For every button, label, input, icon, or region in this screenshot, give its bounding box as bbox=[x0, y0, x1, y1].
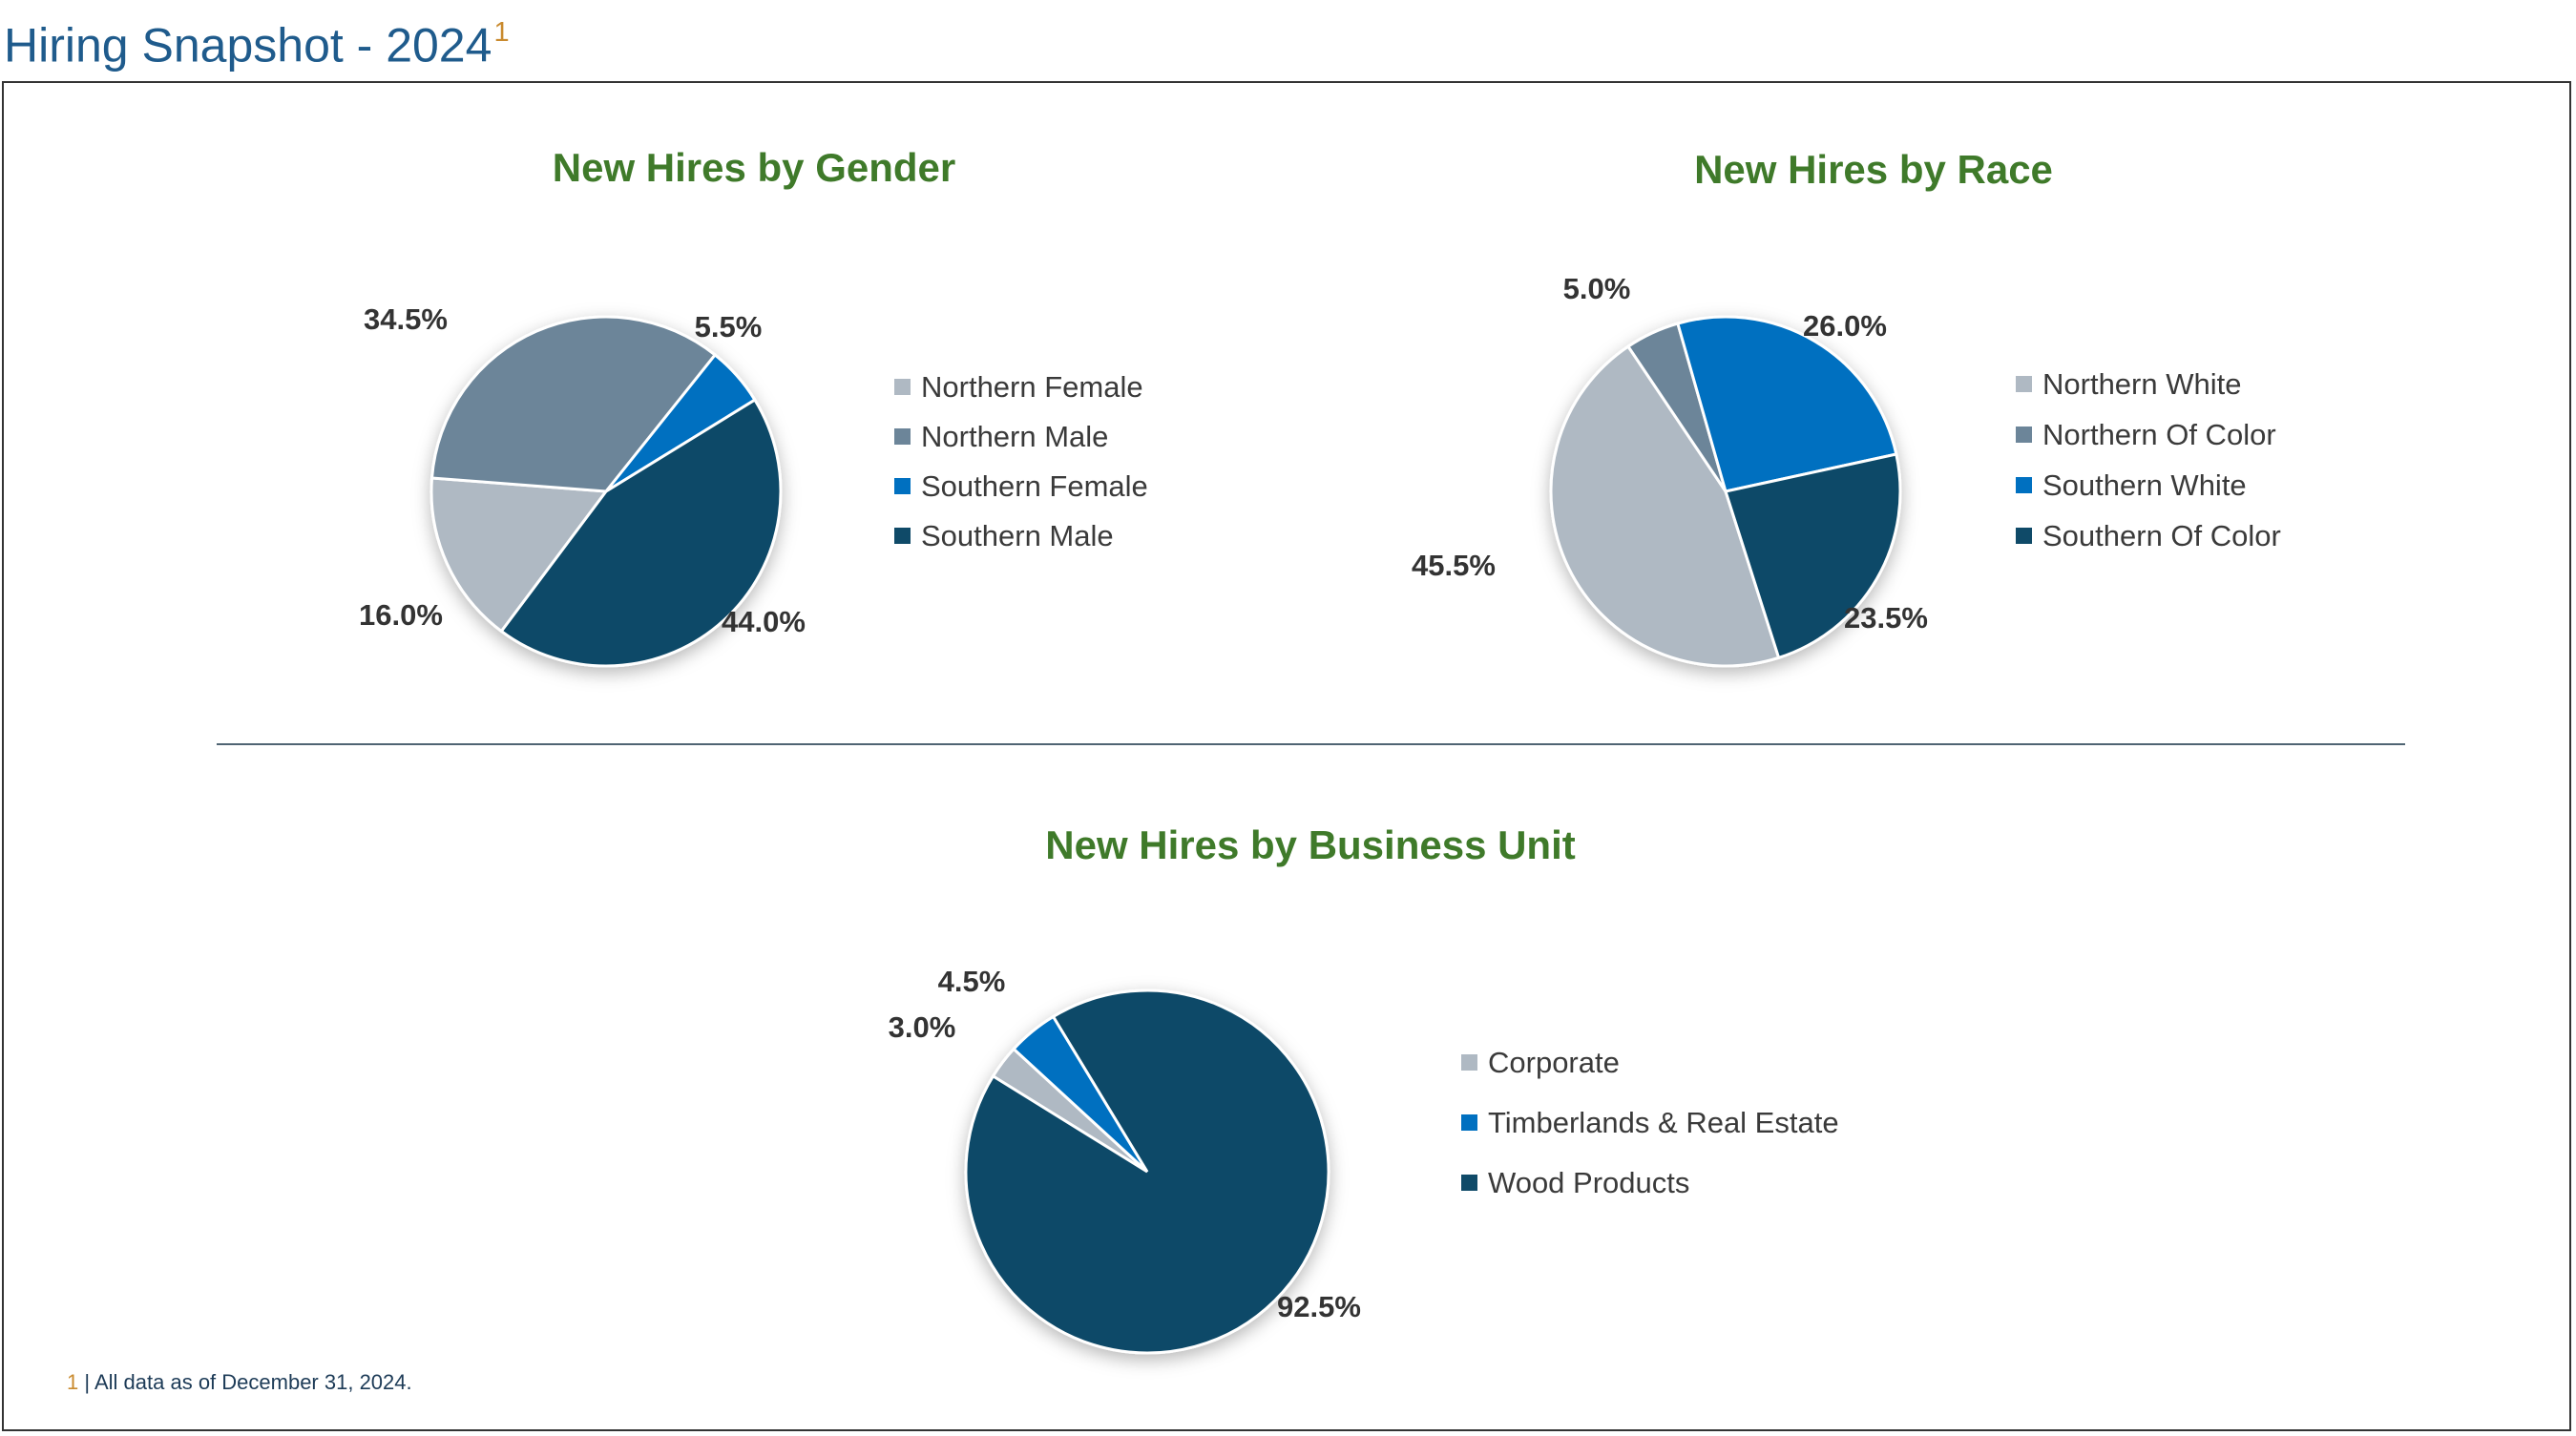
legend-swatch-northern-white bbox=[2016, 376, 2032, 392]
legend-swatch-southern-female bbox=[894, 478, 911, 494]
pie-slice-northern-female bbox=[429, 476, 609, 634]
data-label-corporate: 3.0% bbox=[889, 1010, 956, 1044]
legend-label-corporate: Corporate bbox=[1488, 1046, 1620, 1079]
legend-label-northern-male: Northern Male bbox=[921, 420, 1108, 453]
legend-swatch-southern-white bbox=[2016, 477, 2032, 493]
pie-slice-southern-of-color bbox=[1724, 452, 1902, 660]
pie-slice-southern-male bbox=[499, 398, 783, 668]
legend-swatch-southern-of-color bbox=[2016, 528, 2032, 544]
data-label-wood-products: 92.5% bbox=[1277, 1290, 1361, 1323]
pie-slice-wood-products bbox=[964, 989, 1330, 1355]
legend-label-northern-female: Northern Female bbox=[921, 370, 1143, 404]
chart-title: New Hires by Gender bbox=[553, 145, 955, 190]
footnote-marker: 1 bbox=[67, 1370, 79, 1394]
chart-title: New Hires by Race bbox=[1694, 147, 2053, 192]
footnote: 1 | All data as of December 31, 2024. bbox=[67, 1370, 412, 1395]
pie-slice-southern-white bbox=[1676, 315, 1898, 493]
legend-swatch-timberlands-and-real-estate bbox=[1461, 1114, 1477, 1131]
legend-swatch-northern-female bbox=[894, 379, 911, 395]
footnote-text: | All data as of December 31, 2024. bbox=[78, 1370, 412, 1394]
data-label-northern-white: 45.5% bbox=[1412, 549, 1496, 582]
data-label-southern-white: 26.0% bbox=[1803, 309, 1887, 343]
data-label-northern-of-color: 5.0% bbox=[1563, 272, 1631, 305]
data-label-northern-male: 34.5% bbox=[364, 302, 448, 336]
data-label-northern-female: 16.0% bbox=[359, 598, 443, 632]
chart-title: New Hires by Business Unit bbox=[1045, 822, 1576, 867]
title-footnote-marker: 1 bbox=[493, 17, 510, 48]
data-label-southern-female: 5.5% bbox=[695, 310, 763, 343]
pie-slice-northern-male bbox=[429, 315, 718, 493]
legend-label-southern-of-color: Southern Of Color bbox=[2042, 519, 2281, 552]
legend-swatch-wood-products bbox=[1461, 1175, 1477, 1191]
data-label-timberlands-and-real-estate: 4.5% bbox=[938, 965, 1006, 998]
pie-slices bbox=[1549, 315, 1902, 668]
legend-swatch-northern-of-color bbox=[2016, 427, 2032, 443]
pie-slices bbox=[964, 989, 1330, 1355]
page-title-text: Hiring Snapshot - 2024 bbox=[4, 18, 492, 73]
legend-label-southern-white: Southern White bbox=[2042, 468, 2247, 502]
legend-label-southern-male: Southern Male bbox=[921, 519, 1114, 552]
legend-swatch-corporate bbox=[1461, 1054, 1477, 1071]
legend-label-northern-white: Northern White bbox=[2042, 367, 2241, 401]
legend-label-timberlands-and-real-estate: Timberlands & Real Estate bbox=[1488, 1106, 1839, 1139]
legend-label-wood-products: Wood Products bbox=[1488, 1166, 1689, 1199]
section-divider bbox=[217, 743, 2405, 745]
legend-swatch-northern-male bbox=[894, 428, 911, 445]
legend-label-northern-of-color: Northern Of Color bbox=[2042, 418, 2276, 451]
legend-swatch-southern-male bbox=[894, 528, 911, 544]
pie-slice-northern-white bbox=[1549, 344, 1781, 668]
data-label-southern-of-color: 23.5% bbox=[1844, 601, 1928, 635]
legend-label-southern-female: Southern Female bbox=[921, 469, 1148, 503]
pie-slices bbox=[429, 315, 783, 668]
data-label-southern-male: 44.0% bbox=[722, 605, 806, 638]
page-title: Hiring Snapshot - 20241 bbox=[4, 6, 510, 76]
content-frame bbox=[2, 81, 2571, 1431]
